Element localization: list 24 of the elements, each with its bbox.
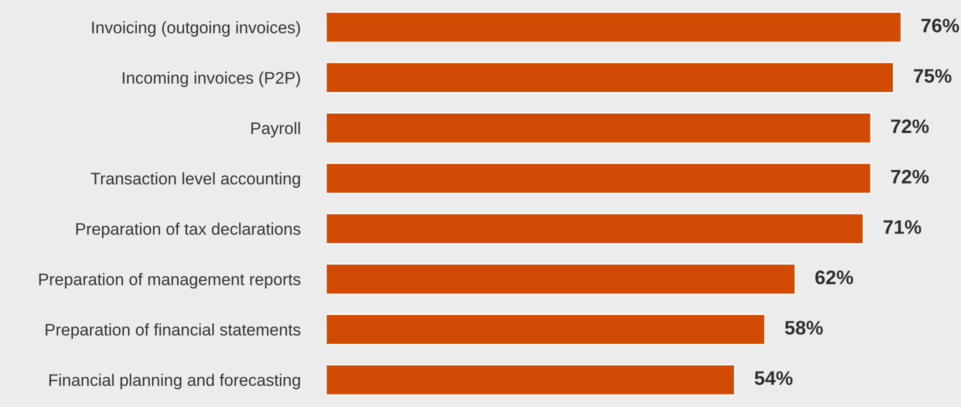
data-label: 72% (891, 170, 929, 184)
data-label: 75% (914, 69, 952, 83)
y-tick-label: Preparation of management reports (39, 273, 300, 289)
bar (326, 62, 894, 94)
bar (326, 263, 796, 295)
data-label: 58% (784, 320, 823, 335)
y-tick-label: Invoicing (outgoing invoices) (92, 21, 300, 37)
bar (326, 162, 872, 194)
data-label: 54% (754, 371, 793, 385)
data-label: 76% (921, 18, 960, 32)
data-label: 62% (815, 270, 854, 284)
bar (326, 212, 864, 244)
y-tick-label: Preparation of financial statements (46, 323, 300, 339)
data-label: 71% (884, 220, 922, 234)
y-tick-label: Financial planning and forecasting (49, 374, 300, 390)
bar (326, 314, 766, 346)
y-tick-label: Transaction level accounting (90, 172, 300, 188)
bar (326, 364, 736, 396)
y-tick-label: Payroll (251, 122, 300, 138)
bar (326, 11, 902, 44)
y-tick-label: Incoming invoices (P2P) (122, 72, 300, 88)
data-label: 72% (891, 119, 929, 134)
y-tick-label: Preparation of tax declarations (76, 222, 300, 238)
bar (326, 112, 872, 144)
